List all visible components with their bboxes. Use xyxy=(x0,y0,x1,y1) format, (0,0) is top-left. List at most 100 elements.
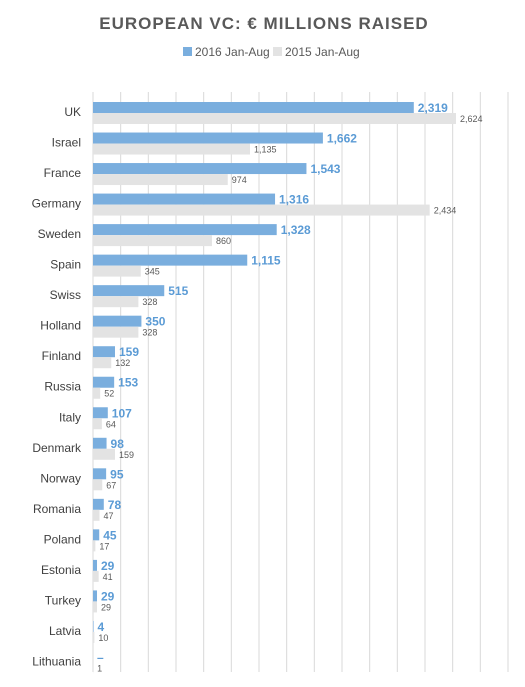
chart-title: EUROPEAN VC: € MILLIONS RAISED xyxy=(99,14,428,33)
bar-2016 xyxy=(93,437,107,449)
bar-2016 xyxy=(93,285,165,297)
data-label-2015: 1 xyxy=(97,663,102,673)
data-label-2016: 350 xyxy=(145,315,165,329)
bar-2016 xyxy=(93,376,115,388)
category-label: Romania xyxy=(33,502,81,516)
data-label-2015: 41 xyxy=(103,572,113,582)
bar-2015 xyxy=(93,509,100,521)
data-label-2016: 95 xyxy=(110,467,124,481)
data-label-2015: 974 xyxy=(232,175,247,185)
data-label-2016: 29 xyxy=(101,589,115,603)
category-label: Sweden xyxy=(38,227,81,241)
data-label-2016: 107 xyxy=(112,406,132,420)
bar-2016 xyxy=(93,346,115,358)
bar-2015 xyxy=(93,448,115,460)
data-label-2015: 47 xyxy=(104,511,114,521)
legend: 2016 Jan-Aug 2015 Jan-Aug xyxy=(183,45,360,59)
data-label-2015: 328 xyxy=(142,297,157,307)
bar-2015 xyxy=(93,235,212,247)
category-label: Spain xyxy=(50,258,81,272)
data-label-2016: 98 xyxy=(111,437,125,451)
category-label: Italy xyxy=(59,410,81,424)
bar-2015 xyxy=(93,540,96,552)
category-label: UK xyxy=(64,105,81,119)
data-label-2016: 1,328 xyxy=(281,223,311,237)
data-label-2016: 2,319 xyxy=(418,101,448,115)
bar-2016 xyxy=(93,559,98,571)
data-label-2016: 153 xyxy=(118,376,138,390)
category-label: Latvia xyxy=(49,624,81,638)
category-label: Holland xyxy=(40,319,81,333)
category-label: Estonia xyxy=(41,563,81,577)
data-label-2016: 29 xyxy=(101,559,115,573)
bar-2016 xyxy=(93,193,276,205)
data-label-2015: 29 xyxy=(101,602,111,612)
bar-2015 xyxy=(93,601,98,613)
data-label-2016: 1,316 xyxy=(279,193,309,207)
data-label-2015: 132 xyxy=(115,358,130,368)
bar-2015 xyxy=(93,113,456,124)
bar-2015 xyxy=(93,479,103,491)
bar-2015 xyxy=(93,326,139,338)
data-label-2016: 78 xyxy=(108,498,122,512)
data-label-2016: 1,543 xyxy=(310,162,340,176)
bar-2016 xyxy=(93,102,414,113)
category-label: Poland xyxy=(44,532,81,546)
data-label-2015: 345 xyxy=(145,267,160,277)
data-label-2016: 4 xyxy=(98,620,105,634)
data-label-2015: 159 xyxy=(119,450,134,460)
data-label-2015: 64 xyxy=(106,419,116,429)
bar-2016 xyxy=(93,254,248,266)
bar-2016 xyxy=(93,315,142,327)
data-label-2016: – xyxy=(97,650,104,664)
legend-swatch-0 xyxy=(183,47,192,56)
data-label-2015: 67 xyxy=(106,480,116,490)
legend-label-1: 2015 Jan-Aug xyxy=(285,45,360,59)
bars xyxy=(93,102,456,674)
bar-2016 xyxy=(93,224,277,236)
bar-2016 xyxy=(93,163,307,175)
data-label-2015: 2,624 xyxy=(460,114,483,124)
category-label: Swiss xyxy=(50,288,81,302)
data-label-2015: 1,135 xyxy=(254,145,277,155)
category-label: Turkey xyxy=(45,593,81,607)
data-label-2015: 17 xyxy=(99,541,109,551)
data-label-2015: 2,434 xyxy=(434,206,457,216)
bar-2016 xyxy=(93,132,323,144)
bar-2016 xyxy=(93,468,107,480)
data-label-2015: 328 xyxy=(142,328,157,338)
data-label-2015: 860 xyxy=(216,236,231,246)
bar-2015 xyxy=(93,631,95,643)
bar-2015 xyxy=(93,174,228,186)
bar-2016 xyxy=(93,590,98,602)
bar-2015 xyxy=(93,570,99,582)
bar-2015 xyxy=(93,357,112,369)
category-label: Germany xyxy=(32,197,81,211)
legend-swatch-1 xyxy=(273,47,282,56)
category-label: Lithuania xyxy=(32,654,81,668)
data-label-2016: 1,115 xyxy=(251,254,281,268)
category-label: Norway xyxy=(40,471,81,485)
category-label: Israel xyxy=(52,136,81,150)
bar-2016 xyxy=(93,620,94,632)
category-label: Denmark xyxy=(32,441,82,455)
legend-label-0: 2016 Jan-Aug xyxy=(195,45,270,59)
labels: UK 2,319 2,624 Israel 1,662 1,135 France 1,543 9… xyxy=(32,101,483,673)
category-label: Russia xyxy=(44,380,81,394)
bar-2016 xyxy=(93,498,104,510)
data-label-2015: 10 xyxy=(98,633,108,643)
gridlines xyxy=(92,92,509,672)
bar-2015 xyxy=(93,296,139,308)
data-label-2016: 159 xyxy=(119,345,139,359)
category-label: Finland xyxy=(42,349,81,363)
bar-2015 xyxy=(93,418,102,430)
bar-2015 xyxy=(93,143,251,155)
bar-2016 xyxy=(93,407,108,419)
bar-2015 xyxy=(93,387,101,399)
data-label-2016: 45 xyxy=(103,528,117,542)
bar-2016 xyxy=(93,529,100,541)
data-label-2015: 52 xyxy=(104,389,114,399)
data-label-2016: 1,662 xyxy=(327,132,357,146)
category-label: France xyxy=(44,166,82,180)
